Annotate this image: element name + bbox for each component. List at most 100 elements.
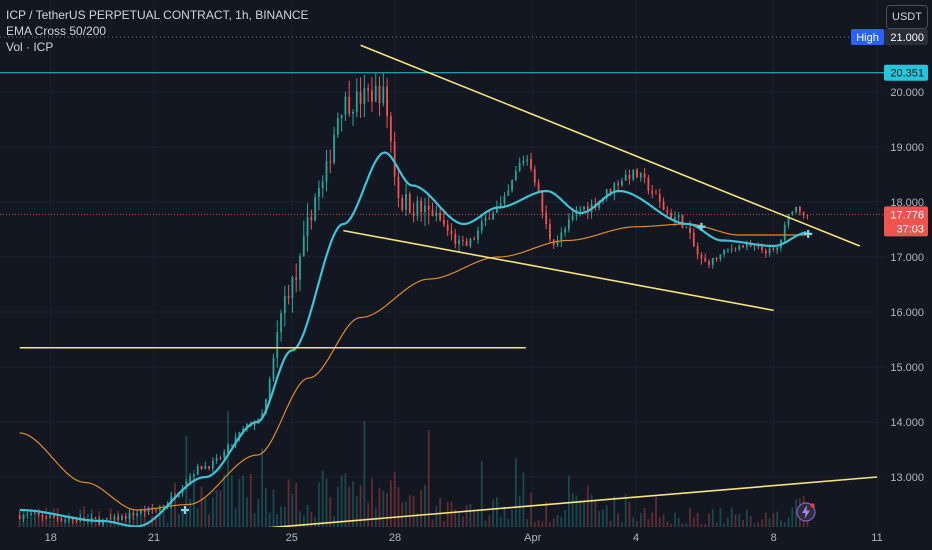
time-axis[interactable]: 18 21 25 28 Apr 4 8 11 (0, 527, 932, 550)
candle-body (230, 444, 233, 446)
volume-bar (594, 501, 597, 527)
candle-body (283, 296, 286, 314)
volume-bar (628, 501, 631, 527)
candle-body (424, 205, 426, 213)
volume-bar (723, 523, 726, 527)
volume-bar (348, 486, 351, 527)
volume-bar (745, 509, 748, 527)
volume-bar (734, 514, 737, 527)
candle-body (549, 224, 551, 240)
candle-body (624, 174, 627, 181)
candle-body (696, 246, 699, 255)
volume-bar (662, 514, 665, 527)
volume-bar (598, 511, 601, 527)
volume-bar (545, 501, 548, 527)
volume-bar (287, 479, 290, 527)
grid (0, 0, 884, 527)
candle-body (219, 457, 222, 459)
volume-bar (787, 517, 790, 527)
candle-body (692, 232, 695, 247)
candle-body (711, 257, 714, 265)
volume-bar (730, 507, 733, 527)
volume-bar (242, 475, 245, 527)
candle-body (264, 399, 267, 414)
volume-bar (386, 493, 388, 527)
symbol-title[interactable]: ICP / TetherUS PERPETUAL CONTRACT, 1h, B… (6, 8, 309, 22)
volume-bar (768, 518, 771, 527)
volume-bar (435, 505, 438, 527)
lightning-icon[interactable] (796, 502, 816, 522)
volume-bar (647, 519, 650, 527)
candle-body (41, 514, 44, 518)
volume-bar (18, 520, 21, 527)
high-value-background (884, 29, 928, 45)
volume-bar (696, 512, 699, 527)
candle-body (761, 246, 763, 251)
candle-body (158, 508, 161, 511)
candle-body (617, 183, 619, 186)
volume-bar (655, 497, 657, 527)
candle-body (329, 161, 332, 163)
volume-bar (560, 516, 563, 527)
volume-bar (272, 489, 275, 527)
candle-body (196, 465, 199, 475)
price-axis[interactable]: 13.000 14.000 15.000 16.000 17.000 18.000 19.0… (884, 0, 932, 550)
candle-body (776, 247, 779, 250)
volume-bar (583, 499, 585, 527)
volume-bar (499, 516, 502, 527)
trendlines[interactable] (19, 44, 878, 530)
volume-bar (477, 509, 479, 527)
cross-markers (180, 222, 813, 514)
candle-body (518, 163, 521, 171)
currency-button[interactable]: USDT (886, 5, 928, 29)
volume-bar (230, 474, 233, 527)
candle-body (473, 238, 476, 240)
candle-body (408, 194, 411, 213)
candle-body (583, 206, 585, 210)
volume-bar (155, 515, 157, 527)
volume-bar (761, 519, 763, 527)
candle-body (124, 516, 127, 519)
volume-bar (753, 523, 756, 527)
volume-bar (238, 478, 241, 527)
candle-body (620, 180, 623, 186)
volume-bar (291, 493, 294, 527)
volume-bar (586, 485, 589, 527)
candle-body (268, 379, 271, 400)
candle-body (405, 194, 407, 210)
volume-bar (458, 512, 460, 527)
candle-body (503, 195, 506, 204)
candle-body (155, 509, 157, 511)
volume-bar (49, 519, 51, 527)
volume-bar (189, 499, 192, 527)
volume-bar (249, 474, 252, 527)
candle-body (450, 230, 453, 234)
ema-cross-marker (804, 229, 813, 238)
indicator-volume[interactable]: Vol · ICP (6, 40, 54, 54)
volume-bar (738, 513, 741, 527)
volume-bar (420, 490, 423, 527)
volume-bar (264, 487, 267, 527)
indicator-ema-cross[interactable]: EMA Cross 50/200 (6, 24, 107, 38)
candle-body (742, 245, 744, 248)
volume-bar (329, 497, 332, 527)
candle-body (689, 227, 691, 233)
level-tag-background (884, 64, 928, 81)
candle-body (723, 250, 726, 255)
candle-body (204, 466, 207, 469)
last-price-text: 17.776 (890, 209, 924, 221)
volume-bar (196, 508, 199, 527)
volume-bar (382, 490, 385, 527)
volume-bar (204, 498, 207, 527)
candle-body (287, 296, 290, 298)
volume-bar (511, 510, 513, 527)
volume-bar (674, 512, 676, 527)
candle-body (397, 176, 400, 199)
volume-bar (193, 470, 195, 527)
volume-bar (450, 501, 453, 527)
candle-body (336, 118, 339, 135)
time-tick-label: 4 (633, 532, 639, 544)
candle-body (632, 169, 635, 180)
ema-200-line (19, 223, 807, 511)
